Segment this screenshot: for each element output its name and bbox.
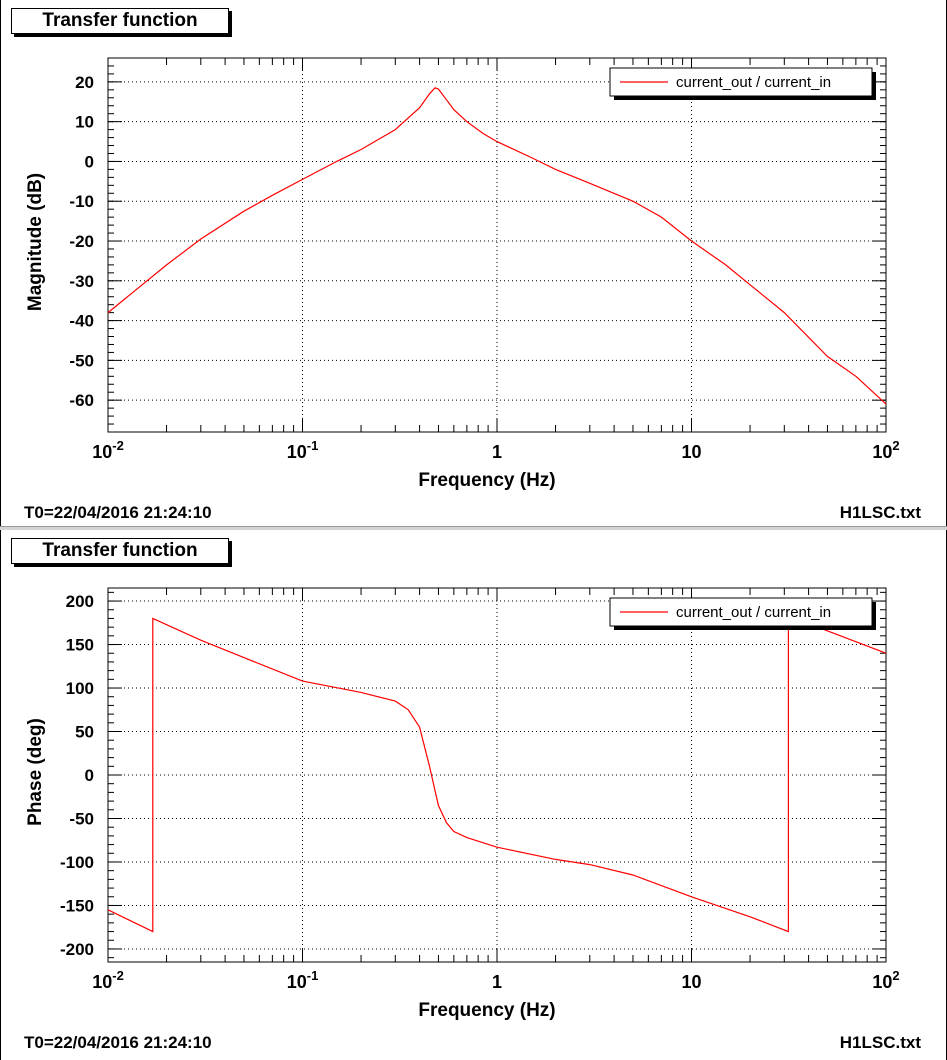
x-tick-label: 1	[492, 972, 502, 992]
legend: current_out / current_in	[609, 597, 876, 630]
legend-label: current_out / current_in	[676, 604, 831, 621]
timestamp-label: T0=22/04/2016 21:24:10	[24, 503, 212, 522]
x-minor-ticks	[166, 588, 878, 962]
y-axis-label: Magnitude (dB)	[25, 173, 46, 311]
y-tick-label: -100	[60, 853, 94, 872]
phase-panel: Transfer function 10-2 10-1 1 10 102 -200 -150…	[0, 530, 947, 1060]
filename-label: H1LSC.txt	[839, 1033, 921, 1052]
y-tick-label: -10	[69, 192, 94, 211]
y-tick-label: -200	[60, 940, 94, 959]
x-tick-label: 102	[872, 968, 899, 992]
y-tick-label: 200	[66, 592, 94, 611]
series-line	[107, 87, 887, 405]
panel-border-left	[0, 0, 1, 530]
panel-border-left	[0, 530, 1, 1060]
grid-lines	[108, 588, 886, 962]
filename-label: H1LSC.txt	[839, 503, 921, 522]
x-tick-label: 10-1	[287, 968, 319, 992]
panel-title-box: Transfer function	[11, 8, 229, 34]
y-tick-label: -30	[69, 272, 94, 291]
magnitude-panel: Transfer function 10-2 10-1 1 10 102 -60 -50 -4…	[0, 0, 947, 530]
x-axis-label: Frequency (Hz)	[418, 470, 555, 491]
x-tick-label: 10	[681, 442, 701, 462]
y-tick-label: 20	[75, 73, 94, 92]
panel-title-box: Transfer function	[11, 538, 229, 564]
y-tick-label: -50	[69, 351, 94, 370]
x-axis-label: Frequency (Hz)	[418, 1000, 555, 1021]
panel-title: Transfer function	[42, 540, 198, 561]
y-tick-label: -150	[60, 896, 94, 915]
panel-title: Transfer function	[42, 10, 198, 31]
y-tick-label: 100	[66, 679, 94, 698]
x-tick-label: 10-2	[92, 438, 124, 462]
legend: current_out / current_in	[609, 67, 876, 100]
y-tick-label: 50	[75, 723, 94, 742]
timestamp-label: T0=22/04/2016 21:24:10	[24, 1033, 212, 1052]
y-tick-label: -20	[69, 232, 94, 251]
grid-lines	[108, 58, 886, 432]
legend-label: current_out / current_in	[676, 74, 831, 91]
magnitude-chart: 10-2 10-1 1 10 102 -60 -50 -40 -30 -20 -10 0 10 20 Fre…	[25, 57, 900, 491]
x-tick-label: 102	[872, 438, 899, 462]
x-tick-label: 10	[681, 972, 701, 992]
x-minor-ticks	[166, 58, 878, 432]
series-line	[107, 617, 887, 933]
plot-frame	[107, 587, 887, 963]
x-tick-label: 1	[492, 442, 502, 462]
y-tick-label: 10	[75, 113, 94, 132]
y-tick-label: -50	[69, 809, 94, 828]
y-tick-label: 0	[85, 152, 94, 171]
y-tick-label: -40	[69, 312, 94, 331]
y-axis-label: Phase (deg)	[25, 718, 46, 826]
y-tick-label: 150	[66, 636, 94, 655]
y-tick-label: 0	[85, 766, 94, 785]
y-tick-label: -60	[69, 391, 94, 410]
plot-frame	[107, 57, 887, 433]
phase-chart: 10-2 10-1 1 10 102 -200 -150 -100 -50 0 50 100 150 20…	[25, 587, 900, 1021]
x-tick-label: 10-1	[287, 438, 319, 462]
x-tick-label: 10-2	[92, 968, 124, 992]
